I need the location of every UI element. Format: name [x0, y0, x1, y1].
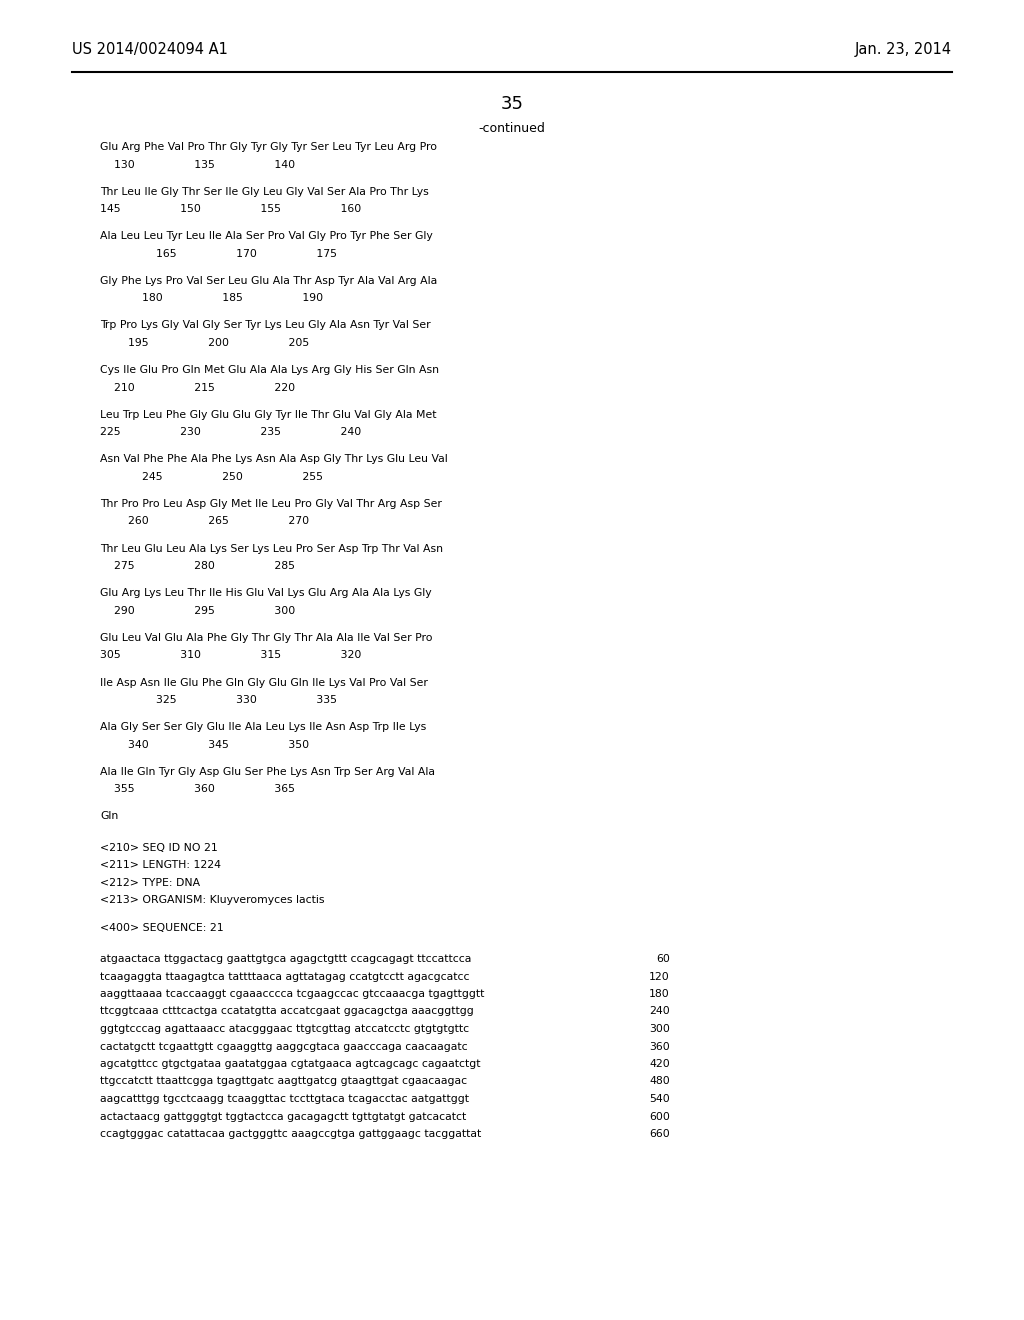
- Text: 275                 280                 285: 275 280 285: [100, 561, 295, 572]
- Text: <211> LENGTH: 1224: <211> LENGTH: 1224: [100, 861, 221, 870]
- Text: 165                 170                 175: 165 170 175: [100, 248, 337, 259]
- Text: 130                 135                 140: 130 135 140: [100, 160, 295, 169]
- Text: <400> SEQUENCE: 21: <400> SEQUENCE: 21: [100, 923, 223, 932]
- Text: agcatgttcc gtgctgataa gaatatggaa cgtatgaaca agtcagcagc cagaatctgt: agcatgttcc gtgctgataa gaatatggaa cgtatga…: [100, 1059, 480, 1069]
- Text: cactatgctt tcgaattgtt cgaaggttg aaggcgtaca gaacccaga caacaagatc: cactatgctt tcgaattgtt cgaaggttg aaggcgta…: [100, 1041, 468, 1052]
- Text: <213> ORGANISM: Kluyveromyces lactis: <213> ORGANISM: Kluyveromyces lactis: [100, 895, 325, 906]
- Text: 180: 180: [649, 989, 670, 999]
- Text: Thr Leu Glu Leu Ala Lys Ser Lys Leu Pro Ser Asp Trp Thr Val Asn: Thr Leu Glu Leu Ala Lys Ser Lys Leu Pro …: [100, 544, 443, 553]
- Text: 355                 360                 365: 355 360 365: [100, 784, 295, 795]
- Text: 260                 265                 270: 260 265 270: [100, 516, 309, 527]
- Text: aagcatttgg tgcctcaagg tcaaggttac tccttgtaca tcagacctac aatgattggt: aagcatttgg tgcctcaagg tcaaggttac tccttgt…: [100, 1094, 469, 1104]
- Text: 540: 540: [649, 1094, 670, 1104]
- Text: Gln: Gln: [100, 812, 118, 821]
- Text: 305                 310                 315                 320: 305 310 315 320: [100, 651, 361, 660]
- Text: Ile Asp Asn Ile Glu Phe Gln Gly Glu Gln Ile Lys Val Pro Val Ser: Ile Asp Asn Ile Glu Phe Gln Gly Glu Gln …: [100, 677, 428, 688]
- Text: Leu Trp Leu Phe Gly Glu Glu Gly Tyr Ile Thr Glu Val Gly Ala Met: Leu Trp Leu Phe Gly Glu Glu Gly Tyr Ile …: [100, 409, 436, 420]
- Text: ccagtgggac catattacaa gactgggttc aaagccgtga gattggaagc tacggattat: ccagtgggac catattacaa gactgggttc aaagccg…: [100, 1129, 481, 1139]
- Text: Ala Ile Gln Tyr Gly Asp Glu Ser Phe Lys Asn Trp Ser Arg Val Ala: Ala Ile Gln Tyr Gly Asp Glu Ser Phe Lys …: [100, 767, 435, 776]
- Text: atgaactaca ttggactacg gaattgtgca agagctgttt ccagcagagt ttccattcca: atgaactaca ttggactacg gaattgtgca agagctg…: [100, 954, 471, 964]
- Text: Cys Ile Glu Pro Gln Met Glu Ala Ala Lys Arg Gly His Ser Gln Asn: Cys Ile Glu Pro Gln Met Glu Ala Ala Lys …: [100, 366, 439, 375]
- Text: 35: 35: [501, 95, 523, 114]
- Text: Jan. 23, 2014: Jan. 23, 2014: [855, 42, 952, 57]
- Text: 240: 240: [649, 1006, 670, 1016]
- Text: tcaagaggta ttaagagtca tattttaaca agttatagag ccatgtcctt agacgcatcc: tcaagaggta ttaagagtca tattttaaca agttata…: [100, 972, 469, 982]
- Text: <212> TYPE: DNA: <212> TYPE: DNA: [100, 878, 200, 888]
- Text: -continued: -continued: [478, 121, 546, 135]
- Text: 325                 330                 335: 325 330 335: [100, 696, 337, 705]
- Text: <210> SEQ ID NO 21: <210> SEQ ID NO 21: [100, 843, 218, 853]
- Text: Ala Leu Leu Tyr Leu Ile Ala Ser Pro Val Gly Pro Tyr Phe Ser Gly: Ala Leu Leu Tyr Leu Ile Ala Ser Pro Val …: [100, 231, 433, 242]
- Text: 195                 200                 205: 195 200 205: [100, 338, 309, 348]
- Text: ttgccatctt ttaattcgga tgagttgatc aagttgatcg gtaagttgat cgaacaagac: ttgccatctt ttaattcgga tgagttgatc aagttga…: [100, 1077, 467, 1086]
- Text: Asn Val Phe Phe Ala Phe Lys Asn Ala Asp Gly Thr Lys Glu Leu Val: Asn Val Phe Phe Ala Phe Lys Asn Ala Asp …: [100, 454, 447, 465]
- Text: Thr Leu Ile Gly Thr Ser Ile Gly Leu Gly Val Ser Ala Pro Thr Lys: Thr Leu Ile Gly Thr Ser Ile Gly Leu Gly …: [100, 186, 429, 197]
- Text: US 2014/0024094 A1: US 2014/0024094 A1: [72, 42, 228, 57]
- Text: 360: 360: [649, 1041, 670, 1052]
- Text: Glu Arg Lys Leu Thr Ile His Glu Val Lys Glu Arg Ala Ala Lys Gly: Glu Arg Lys Leu Thr Ile His Glu Val Lys …: [100, 589, 432, 598]
- Text: 420: 420: [649, 1059, 670, 1069]
- Text: 300: 300: [649, 1024, 670, 1034]
- Text: 245                 250                 255: 245 250 255: [100, 471, 323, 482]
- Text: actactaacg gattgggtgt tggtactcca gacagagctt tgttgtatgt gatcacatct: actactaacg gattgggtgt tggtactcca gacagag…: [100, 1111, 466, 1122]
- Text: 290                 295                 300: 290 295 300: [100, 606, 295, 615]
- Text: 210                 215                 220: 210 215 220: [100, 383, 295, 392]
- Text: ttcggtcaaa ctttcactga ccatatgtta accatcgaat ggacagctga aaacggttgg: ttcggtcaaa ctttcactga ccatatgtta accatcg…: [100, 1006, 474, 1016]
- Text: 145                 150                 155                 160: 145 150 155 160: [100, 205, 361, 214]
- Text: Trp Pro Lys Gly Val Gly Ser Tyr Lys Leu Gly Ala Asn Tyr Val Ser: Trp Pro Lys Gly Val Gly Ser Tyr Lys Leu …: [100, 321, 431, 330]
- Text: 60: 60: [656, 954, 670, 964]
- Text: 180                 185                 190: 180 185 190: [100, 293, 324, 304]
- Text: Glu Leu Val Glu Ala Phe Gly Thr Gly Thr Ala Ala Ile Val Ser Pro: Glu Leu Val Glu Ala Phe Gly Thr Gly Thr …: [100, 632, 432, 643]
- Text: 225                 230                 235                 240: 225 230 235 240: [100, 428, 361, 437]
- Text: Gly Phe Lys Pro Val Ser Leu Glu Ala Thr Asp Tyr Ala Val Arg Ala: Gly Phe Lys Pro Val Ser Leu Glu Ala Thr …: [100, 276, 437, 286]
- Text: Glu Arg Phe Val Pro Thr Gly Tyr Gly Tyr Ser Leu Tyr Leu Arg Pro: Glu Arg Phe Val Pro Thr Gly Tyr Gly Tyr …: [100, 143, 437, 152]
- Text: 660: 660: [649, 1129, 670, 1139]
- Text: ggtgtcccag agattaaacc atacgggaac ttgtcgttag atccatcctc gtgtgtgttc: ggtgtcccag agattaaacc atacgggaac ttgtcgt…: [100, 1024, 469, 1034]
- Text: 480: 480: [649, 1077, 670, 1086]
- Text: 120: 120: [649, 972, 670, 982]
- Text: Thr Pro Pro Leu Asp Gly Met Ile Leu Pro Gly Val Thr Arg Asp Ser: Thr Pro Pro Leu Asp Gly Met Ile Leu Pro …: [100, 499, 442, 510]
- Text: Ala Gly Ser Ser Gly Glu Ile Ala Leu Lys Ile Asn Asp Trp Ile Lys: Ala Gly Ser Ser Gly Glu Ile Ala Leu Lys …: [100, 722, 426, 733]
- Text: 600: 600: [649, 1111, 670, 1122]
- Text: aaggttaaaa tcaccaaggt cgaaacccca tcgaagccac gtccaaacga tgagttggtt: aaggttaaaa tcaccaaggt cgaaacccca tcgaagc…: [100, 989, 484, 999]
- Text: 340                 345                 350: 340 345 350: [100, 739, 309, 750]
